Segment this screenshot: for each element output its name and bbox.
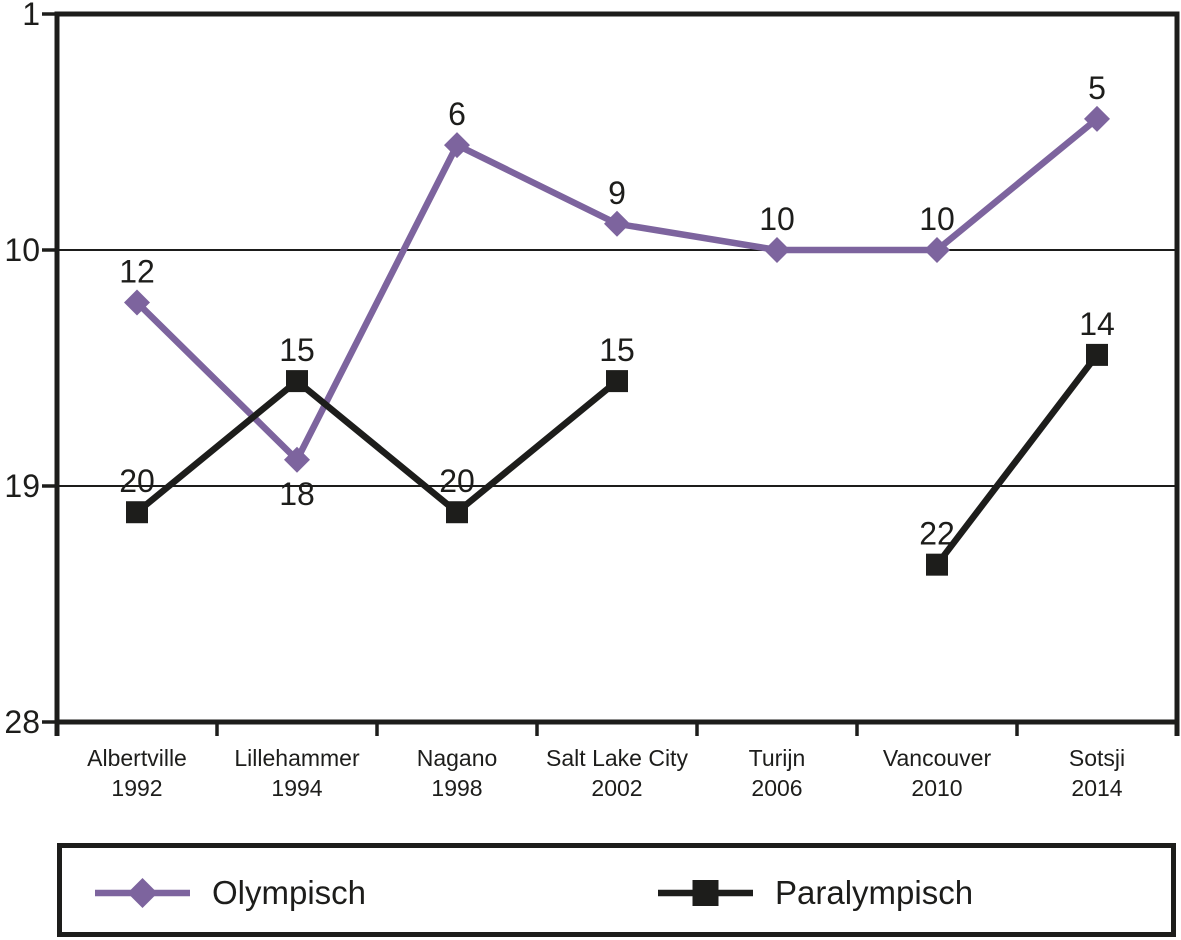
paralympisch-square-marker-0 — [126, 501, 148, 524]
x-label-city: Vancouver — [883, 745, 992, 771]
olympisch-value-label-6: 5 — [1088, 70, 1106, 106]
x-label-city: Sotsji — [1069, 745, 1125, 771]
x-label-city: Lillehammer — [234, 745, 360, 771]
paralympisch-value-label-5: 22 — [919, 516, 955, 552]
paralympisch-line-segment-0 — [134, 376, 620, 517]
x-label-year: 1998 — [431, 775, 482, 801]
y-tick-label-19: 19 — [4, 468, 40, 504]
legend-label-olympisch: Olympisch — [212, 874, 366, 911]
olympisch-diamond-marker-0 — [124, 289, 150, 316]
legend-square-icon — [692, 880, 719, 906]
series-paralympisch: 20 15 20 15 22 14 — [119, 306, 1115, 576]
paralympisch-line-segment-1 — [934, 352, 1100, 567]
x-label-sotsji: Sotsji 2014 — [1069, 745, 1125, 801]
x-label-nagano: Nagano 1998 — [417, 745, 498, 801]
paralympisch-value-label-0: 20 — [119, 463, 155, 499]
x-label-lillehammer: Lillehammer 1994 — [234, 745, 360, 801]
x-label-year: 1992 — [111, 775, 162, 801]
olympisch-diamond-marker-2 — [444, 132, 470, 159]
x-label-year: 2002 — [591, 775, 642, 801]
olympisch-diamond-marker-4 — [764, 237, 790, 263]
olympisch-value-label-1: 18 — [279, 476, 315, 512]
x-label-city: Salt Lake City — [546, 745, 688, 771]
olympisch-diamond-marker-3 — [604, 210, 630, 237]
x-label-turijn: Turijn 2006 — [749, 745, 806, 801]
olympisch-diamond-marker-6 — [1084, 105, 1110, 132]
y-tick-label-1: 1 — [22, 0, 40, 32]
x-label-city: Albertville — [87, 745, 187, 771]
x-label-salt-lake-city: Salt Lake City 2002 — [546, 745, 688, 801]
legend-box — [57, 843, 1176, 937]
paralympisch-square-marker-2 — [446, 501, 468, 524]
x-label-year: 2014 — [1071, 775, 1122, 801]
olympisch-diamond-marker-1 — [284, 446, 310, 473]
olympisch-value-label-4: 10 — [759, 201, 795, 237]
olympisch-value-label-2: 6 — [448, 96, 466, 132]
olympisch-line-segment-0 — [134, 116, 1100, 466]
paralympisch-square-marker-1 — [286, 370, 308, 393]
y-tick-label-10: 10 — [4, 232, 40, 268]
paralympisch-value-label-3: 15 — [599, 332, 635, 368]
x-label-year: 2010 — [911, 775, 962, 801]
x-label-albertville: Albertville 1992 — [87, 745, 187, 801]
plot-border — [54, 11, 1180, 725]
olympisch-value-label-0: 12 — [119, 253, 155, 289]
paralympisch-square-marker-5 — [926, 553, 948, 576]
paralympisch-square-marker-6 — [1086, 343, 1108, 366]
olympisch-value-label-3: 9 — [608, 175, 626, 211]
paralympisch-square-marker-3 — [606, 370, 628, 393]
olympisch-diamond-marker-5 — [924, 237, 950, 263]
paralympisch-value-label-6: 14 — [1079, 306, 1115, 342]
x-label-vancouver: Vancouver 2010 — [883, 745, 992, 801]
series-olympisch: 12 18 6 9 10 10 5 — [119, 70, 1110, 512]
y-tick-label-28: 28 — [4, 704, 40, 740]
x-label-year: 2006 — [751, 775, 802, 801]
paralympisch-value-label-2: 20 — [439, 463, 475, 499]
paralympisch-value-label-1: 15 — [279, 332, 315, 368]
x-label-city: Turijn — [749, 745, 806, 771]
legend-diamond-icon — [127, 878, 158, 908]
x-label-year: 1994 — [271, 775, 322, 801]
x-label-city: Nagano — [417, 745, 498, 771]
legend: Olympisch Paralympisch — [57, 843, 1176, 937]
olympisch-value-label-5: 10 — [919, 201, 955, 237]
legend-label-paralympisch: Paralympisch — [775, 874, 973, 911]
